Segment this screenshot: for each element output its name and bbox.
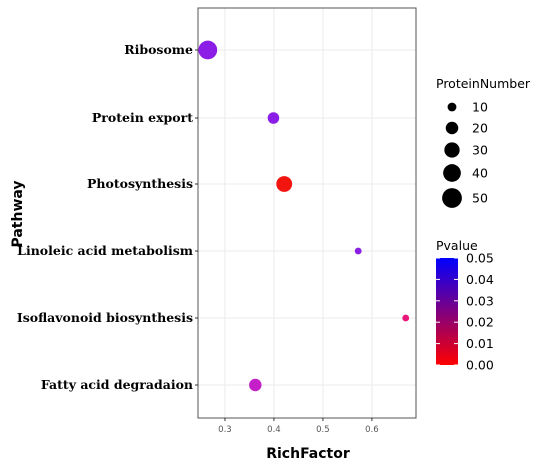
size-legend-label: 50 [472, 191, 488, 206]
y-tick-label: Linoleic acid metabolism [17, 243, 193, 258]
data-point [276, 176, 293, 192]
color-legend-label: 0.01 [466, 336, 494, 351]
size-legend-key [442, 188, 462, 208]
data-point [402, 314, 410, 322]
size-legend-key [447, 102, 457, 112]
size-legend-key [443, 164, 461, 182]
y-tick-label: Ribosome [124, 42, 193, 57]
y-tick-labels: Ribosome Protein export Photosynthesis Lino… [17, 42, 198, 392]
y-tick-label: Photosynthesis [87, 176, 193, 191]
data-point [198, 40, 218, 60]
size-legend-label: 10 [472, 100, 488, 115]
x-ticks: 0.3 0.4 0.5 0.6 [218, 418, 379, 435]
data-point [249, 378, 262, 392]
color-legend-label: 0.03 [466, 293, 494, 308]
size-legend-key [444, 142, 460, 158]
data-point [267, 112, 280, 124]
size-legend-key [445, 121, 459, 135]
x-tick-label: 0.4 [267, 425, 281, 435]
x-axis-title: RichFactor [266, 446, 350, 462]
x-tick-label: 0.5 [316, 425, 330, 435]
plot-panel [197, 7, 417, 419]
size-legend-title: ProteinNumber [436, 76, 531, 91]
color-legend-title: Pvalue [436, 238, 478, 253]
x-tick-label: 0.6 [365, 425, 379, 435]
size-legend-label: 40 [472, 166, 488, 181]
color-legend-label: 0.02 [466, 315, 494, 330]
color-legend-label: 0.04 [466, 272, 494, 287]
size-legend-label: 20 [472, 121, 488, 136]
gridlines [198, 8, 416, 418]
y-tick-label: Fatty acid degradaion [41, 377, 193, 392]
color-legend-label: 0.05 [466, 251, 494, 266]
color-legend: Pvalue 0.05 0.04 0.03 0.02 0.01 0.00 [436, 238, 494, 373]
x-tick-label: 0.3 [218, 425, 232, 435]
y-tick-label: Isoflavonoid biosynthesis [17, 310, 193, 325]
y-tick-label: Protein export [92, 110, 193, 125]
color-legend-bar [436, 258, 458, 365]
panel-background [198, 8, 416, 418]
data-points [198, 40, 410, 392]
size-legend-label: 30 [472, 143, 488, 158]
color-legend-label: 0.00 [466, 358, 494, 373]
y-axis-title: Pathway [10, 180, 26, 247]
size-legend: ProteinNumber 10 20 30 40 50 [436, 76, 531, 208]
data-point [354, 247, 362, 255]
